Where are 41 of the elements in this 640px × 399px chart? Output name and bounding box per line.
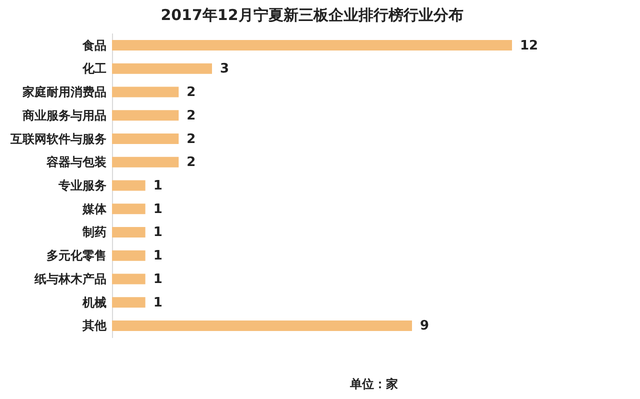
data-label: 2 [186, 108, 196, 124]
y-tick-label: 多元化零售 [46, 248, 106, 263]
data-label: 1 [153, 202, 162, 217]
y-tick-label: 商业服务与用品 [22, 108, 106, 122]
text: 单位：家 [350, 376, 398, 393]
bar [112, 204, 146, 214]
y-tick-label: 机械 [82, 295, 106, 310]
bar [112, 134, 179, 144]
bar [112, 40, 512, 51]
y-tick-label: 容器与包装 [46, 155, 108, 170]
data-label: 1 [153, 295, 162, 310]
data-label: 2 [186, 85, 196, 100]
data-label: 1 [153, 225, 162, 240]
bar [112, 180, 146, 191]
bar [112, 320, 412, 331]
bar [112, 156, 179, 168]
y-tick-label: 其他 [82, 318, 108, 333]
bar [112, 297, 146, 308]
data-label: 2 [186, 132, 196, 147]
y-tick-label: 食品 [82, 38, 106, 52]
data-label: 9 [420, 318, 430, 334]
y-tick-label: 家庭耐用消费品 [22, 85, 106, 100]
data-label: 1 [153, 248, 162, 264]
data-label: 12 [520, 38, 538, 54]
y-tick-label: 专业服务 [58, 178, 106, 192]
y-tick-label: 媒体 [82, 202, 108, 216]
bar [112, 274, 146, 284]
data-label: 2 [186, 155, 196, 170]
bar [112, 63, 212, 74]
bar [112, 86, 179, 98]
bar [112, 110, 179, 121]
bar [112, 250, 146, 261]
y-tick-label: 互联网软件与服务 [10, 132, 106, 146]
y-tick-label: 纸与林木产品 [34, 272, 106, 286]
chart-title: 2017年12月宁夏新三板企业排行榜行业分布 [160, 6, 464, 24]
data-label: 1 [153, 272, 162, 287]
data-label: 1 [153, 178, 162, 194]
y-tick-label: 化工 [82, 62, 106, 76]
data-label: 3 [220, 62, 230, 77]
y-tick-label: 制药 [82, 225, 106, 240]
bar [112, 226, 146, 238]
